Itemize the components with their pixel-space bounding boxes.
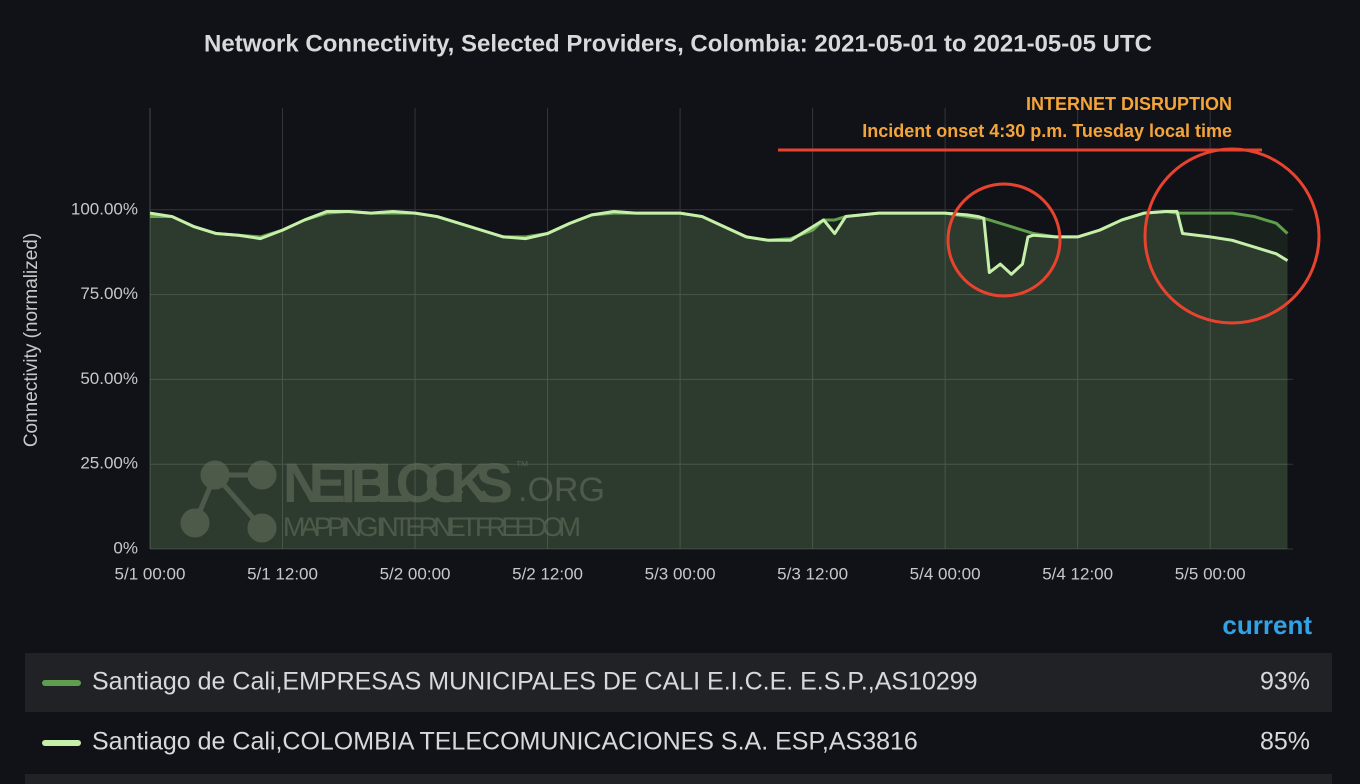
x-tick-label: 5/2 12:00 [512, 564, 583, 583]
x-tick-label: 5/4 00:00 [910, 564, 981, 583]
grid: 0% 25.00% 50.00% 75.00% 100.00% 5/1 00:00 5/1 … [71, 108, 1293, 583]
highlight-circle [946, 182, 1062, 298]
x-tick-label: 5/4 12:00 [1042, 564, 1113, 583]
x-tick-label: 5/3 12:00 [777, 564, 848, 583]
chart-title: Network Connectivity, Selected Providers… [204, 30, 1152, 57]
plot [149, 209, 1289, 549]
y-tick-label: 0% [113, 538, 138, 557]
legend: Santiago de Cali,EMPRESAS MUNICIPALES DE… [25, 653, 1332, 784]
watermark-icon [180, 460, 277, 543]
legend-current: 85% [1260, 728, 1310, 756]
x-tick-label: 5/1 12:00 [247, 564, 318, 583]
highlight-circle [1143, 147, 1321, 325]
x-tick-label: 5/2 00:00 [380, 564, 451, 583]
annotation-text: Incident onset 4:30 p.m. Tuesday local t… [862, 121, 1232, 141]
series-line [149, 209, 1289, 276]
y-tick-label: 75.00% [80, 284, 138, 303]
watermark-tagline: MAPPING INTERNET FREEDOM [283, 512, 581, 542]
watermark: NETBLOCKS ™ .ORG MAPPING INTERNET FREEDO… [180, 451, 605, 543]
legend-label: Santiago de Cali,COLOMBIA TELECOMUNICACI… [92, 728, 918, 756]
annotation-title: INTERNET DISRUPTION [1026, 94, 1232, 114]
y-tick-label: 50.00% [80, 369, 138, 388]
legend-row-bg [25, 653, 1332, 712]
watermark-suffix: .ORG [518, 471, 605, 509]
legend-row-bg [25, 774, 1332, 784]
y-axis-label: Connectivity (normalized) [21, 233, 42, 447]
watermark-tm: ™ [515, 458, 529, 474]
series-area [150, 211, 1288, 549]
x-tick-label: 5/1 00:00 [115, 564, 186, 583]
y-tick-label: 25.00% [80, 454, 138, 473]
legend-label: Santiago de Cali,EMPRESAS MUNICIPALES DE… [92, 668, 978, 696]
x-tick-label: 5/5 00:00 [1175, 564, 1246, 583]
legend-header: current [1222, 610, 1312, 640]
x-tick-label: 5/3 00:00 [645, 564, 716, 583]
y-tick-label: 100.00% [71, 199, 138, 218]
watermark-name: NETBLOCKS [283, 451, 513, 514]
legend-current: 93% [1260, 668, 1310, 696]
